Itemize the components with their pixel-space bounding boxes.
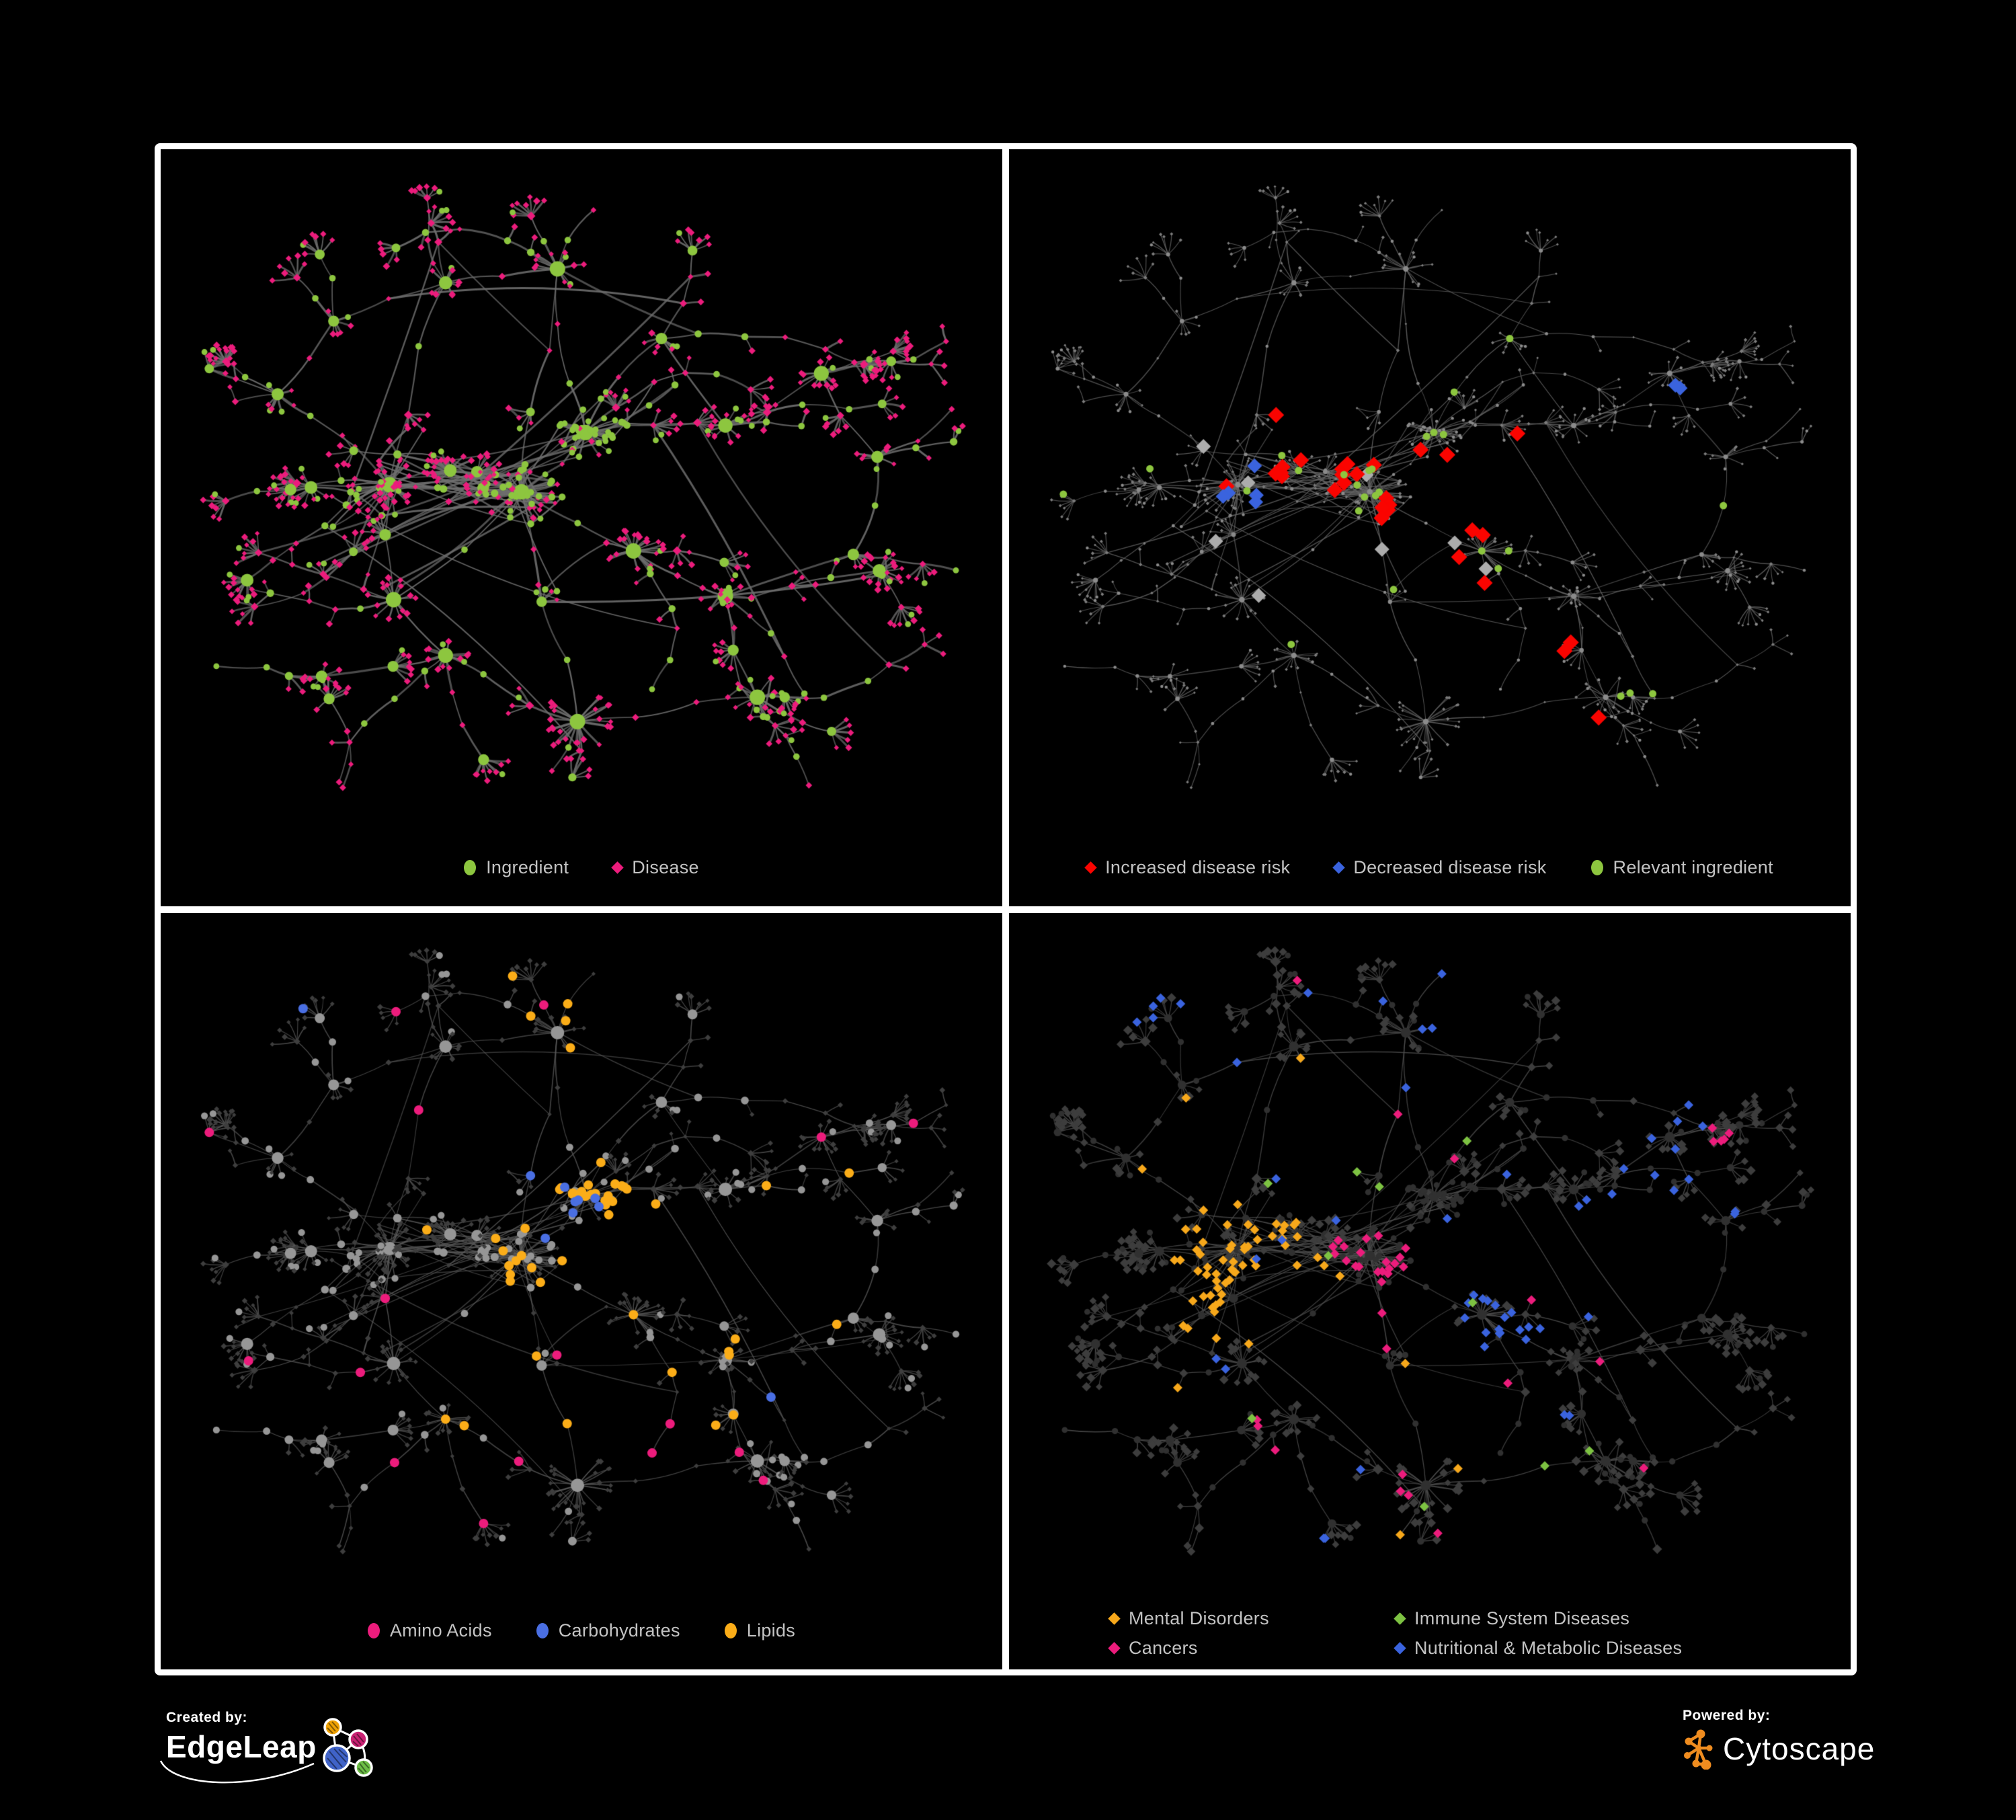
legend-label: Immune System Diseases — [1414, 1608, 1630, 1628]
legend-item-relevant-ingredient: Relevant ingredient — [1590, 857, 1773, 878]
legend-ingredient-classes: Amino Acids Carbohydrates Lipids — [161, 1620, 1002, 1641]
mental-disorders-icon — [1108, 1612, 1121, 1625]
legend-disease-risk: Increased disease risk Decreased disease… — [1009, 857, 1851, 878]
legend-item-lipids: Lipids — [724, 1620, 796, 1641]
edgeleap-logo-icon — [323, 1718, 373, 1777]
disease-risk-network-canvas — [1009, 149, 1851, 906]
legend-item-increased-risk: Increased disease risk — [1084, 857, 1291, 878]
ingredient-node-icon — [464, 859, 477, 875]
legend-item-carbohydrates: Carbohydrates — [536, 1620, 680, 1641]
legend-label: Ingredient — [486, 857, 569, 877]
panel-ingredient-disease: Ingredient Disease — [161, 149, 1002, 906]
carbohydrates-icon — [536, 1623, 549, 1638]
legend-label: Relevant ingredient — [1613, 857, 1773, 877]
legend-item-ingredient: Ingredient — [464, 857, 569, 878]
panel-ingredient-classes: Amino Acids Carbohydrates Lipids — [161, 912, 1002, 1669]
edgeleap-brand-row: EdgeLeap — [159, 1718, 393, 1792]
nutritional-metabolic-diseases-icon — [1394, 1642, 1406, 1655]
legend-item-decreased-risk: Decreased disease risk — [1332, 857, 1547, 878]
powered-by-label: Powered by: — [1683, 1708, 1771, 1723]
disease-class-network-canvas — [1009, 912, 1851, 1669]
created-by-label: Created by: — [166, 1710, 248, 1725]
cytoscape-credit: Powered by: Cytoscape — [1683, 1708, 1875, 1770]
legend-label: Decreased disease risk — [1353, 857, 1547, 877]
cytoscape-brand: Cytoscape — [1723, 1731, 1876, 1766]
cytoscape-logo-icon — [1684, 1729, 1713, 1770]
legend-label: Carbohydrates — [558, 1620, 680, 1640]
legend-label: Increased disease risk — [1105, 857, 1291, 877]
legend-item-amino-acids: Amino Acids — [367, 1620, 492, 1641]
legend-item-nutritional-metabolic-diseases: Nutritional & Metabolic Diseases — [1394, 1638, 1683, 1659]
legend-ingredient-disease: Ingredient Disease — [161, 857, 1002, 878]
edgeleap-credit: Created by: EdgeLeap — [159, 1710, 393, 1792]
relevant-ingredient-icon — [1590, 859, 1603, 875]
panel-disease-classes: Mental Disorders Immune System Diseases … — [1009, 912, 1851, 1669]
immune-system-diseases-icon — [1394, 1612, 1406, 1625]
legend-label: Mental Disorders — [1129, 1608, 1269, 1628]
disease-node-icon — [611, 861, 624, 874]
legend-item-immune-system-diseases: Immune System Diseases — [1394, 1608, 1682, 1629]
legend-item-disease: Disease — [611, 857, 699, 878]
legend-item-mental-disorders: Mental Disorders — [1108, 1608, 1396, 1629]
legend-label: Disease — [632, 857, 699, 877]
increased-risk-icon — [1084, 861, 1097, 874]
legend-disease-classes: Mental Disorders Immune System Diseases … — [1108, 1608, 1683, 1659]
legend-label: Amino Acids — [389, 1620, 492, 1640]
edgeleap-brand: EdgeLeap — [166, 1729, 317, 1764]
amino-acids-icon — [367, 1623, 380, 1638]
legend-label: Nutritional & Metabolic Diseases — [1414, 1638, 1683, 1658]
legend-item-cancers: Cancers — [1108, 1638, 1396, 1659]
legend-label: Cancers — [1129, 1638, 1198, 1658]
lipids-icon — [724, 1623, 737, 1638]
decreased-risk-icon — [1332, 861, 1346, 874]
legend-label: Lipids — [746, 1620, 796, 1640]
ingredient-class-network-canvas — [161, 912, 1002, 1669]
figure-grid: Ingredient Disease Increased disease ris… — [155, 143, 1857, 1675]
ingredient-disease-network-canvas — [161, 149, 1002, 906]
cancers-icon — [1108, 1642, 1121, 1655]
panel-disease-risk: Increased disease risk Decreased disease… — [1009, 149, 1851, 906]
cytoscape-brand-row: Cytoscape — [1683, 1728, 1875, 1770]
